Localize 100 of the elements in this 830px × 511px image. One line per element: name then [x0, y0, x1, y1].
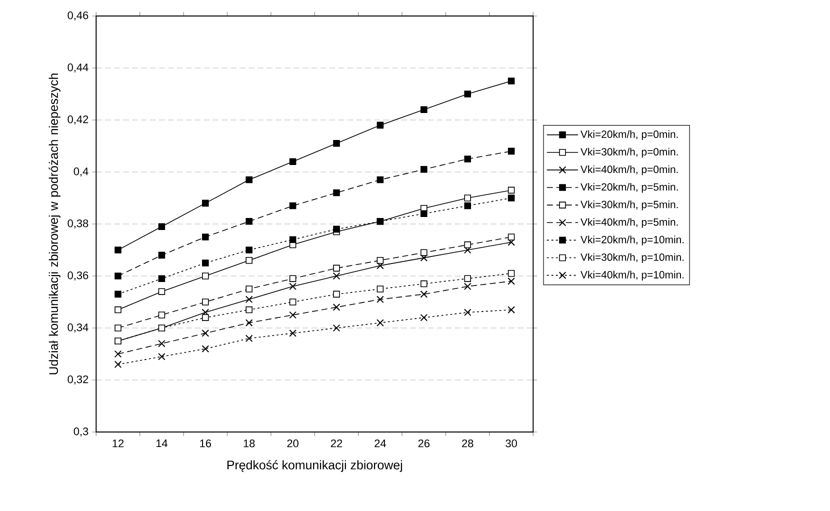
point [508, 194, 515, 202]
point [420, 314, 428, 322]
x-axis-title: Prędkość komunikacji zbiorowej [227, 460, 402, 472]
point [158, 275, 166, 282]
point [158, 223, 166, 230]
point [158, 252, 166, 259]
point [420, 210, 428, 217]
point [202, 345, 210, 352]
point [464, 282, 472, 290]
point [332, 272, 340, 280]
point [333, 189, 340, 196]
y-tick-label: 0,44 [68, 63, 88, 73]
point [289, 311, 296, 319]
point [289, 275, 296, 282]
point [158, 340, 166, 348]
point [332, 324, 340, 332]
point [508, 78, 515, 84]
point [245, 319, 253, 326]
y-tick-label: 0,3 [74, 427, 88, 437]
point [158, 352, 166, 360]
point [376, 122, 384, 129]
point [420, 249, 428, 256]
point [420, 280, 428, 288]
point [333, 140, 340, 147]
point [158, 312, 166, 318]
point [376, 257, 384, 264]
point [114, 272, 122, 280]
point [202, 314, 209, 321]
point [114, 290, 122, 298]
x-tick-label: 16 [200, 440, 212, 448]
x-tick-label: 20 [287, 440, 298, 448]
point [114, 350, 122, 358]
point [508, 278, 515, 285]
legend-label: Vki=20km/h, p=0min. [580, 130, 678, 140]
legend-label: Vki=40km/h, p=0min. [580, 165, 678, 176]
point [246, 286, 252, 292]
point [464, 194, 471, 202]
point [508, 238, 515, 246]
x-tick-label: 28 [462, 440, 474, 448]
point [289, 202, 296, 210]
point [376, 319, 384, 326]
y-tick-label: 0,4 [74, 167, 88, 177]
y-tick-label: 0,42 [68, 115, 88, 125]
legend-label: Vki=20km/h, p=5min. [580, 182, 678, 193]
point [202, 298, 209, 306]
point [508, 234, 515, 240]
point [289, 298, 296, 306]
point [464, 246, 472, 254]
y-axis-title: Udział komunikacji zbiorowej w podróżach niepeszych [48, 74, 60, 374]
x-tick-label: 30 [506, 440, 517, 448]
point [464, 156, 471, 162]
point [246, 257, 252, 264]
point [464, 308, 472, 316]
point [376, 176, 384, 184]
legend-label: Vki=30km/h, p=5min. [580, 200, 678, 210]
y-tick-label: 0,32 [68, 375, 88, 385]
point [464, 241, 471, 248]
x-tick-label: 14 [156, 440, 168, 448]
point [246, 218, 252, 225]
point [202, 308, 210, 316]
point [464, 90, 471, 98]
x-tick-label: 12 [112, 440, 124, 448]
legend-label: Vki=20km/h, p=10min. [580, 236, 684, 246]
point [508, 186, 515, 194]
point [289, 282, 296, 290]
x-tick-label: 18 [244, 440, 255, 448]
legend-label: Vki=40km/h, p=5min. [580, 218, 678, 228]
point [202, 330, 210, 337]
point [202, 260, 209, 266]
point [246, 176, 252, 184]
point [333, 290, 340, 298]
legend-label: Vki=40km/h, p=10min. [580, 270, 684, 281]
point [245, 334, 253, 342]
point [202, 200, 209, 207]
point [420, 290, 428, 298]
legend-label: Vki=30km/h, p=10min. [580, 253, 684, 263]
point [332, 304, 340, 311]
point [202, 272, 209, 280]
y-tick-label: 0,46 [68, 11, 88, 21]
y-tick-label: 0,34 [68, 323, 88, 333]
x-tick-label: 26 [418, 440, 430, 448]
x-tick-label: 24 [374, 440, 386, 448]
point [158, 288, 166, 295]
point [508, 306, 515, 314]
point [508, 148, 515, 155]
point [289, 236, 296, 243]
point [114, 324, 122, 332]
point [420, 166, 428, 173]
point [114, 360, 122, 368]
x-tick-label: 22 [330, 440, 342, 448]
point [376, 296, 384, 304]
point [202, 234, 209, 240]
y-tick-label: 0,38 [68, 219, 88, 229]
point [333, 226, 340, 233]
point [420, 254, 428, 262]
point [114, 246, 122, 254]
point [376, 262, 384, 270]
point [114, 306, 122, 314]
point [289, 158, 296, 165]
point [289, 330, 296, 337]
